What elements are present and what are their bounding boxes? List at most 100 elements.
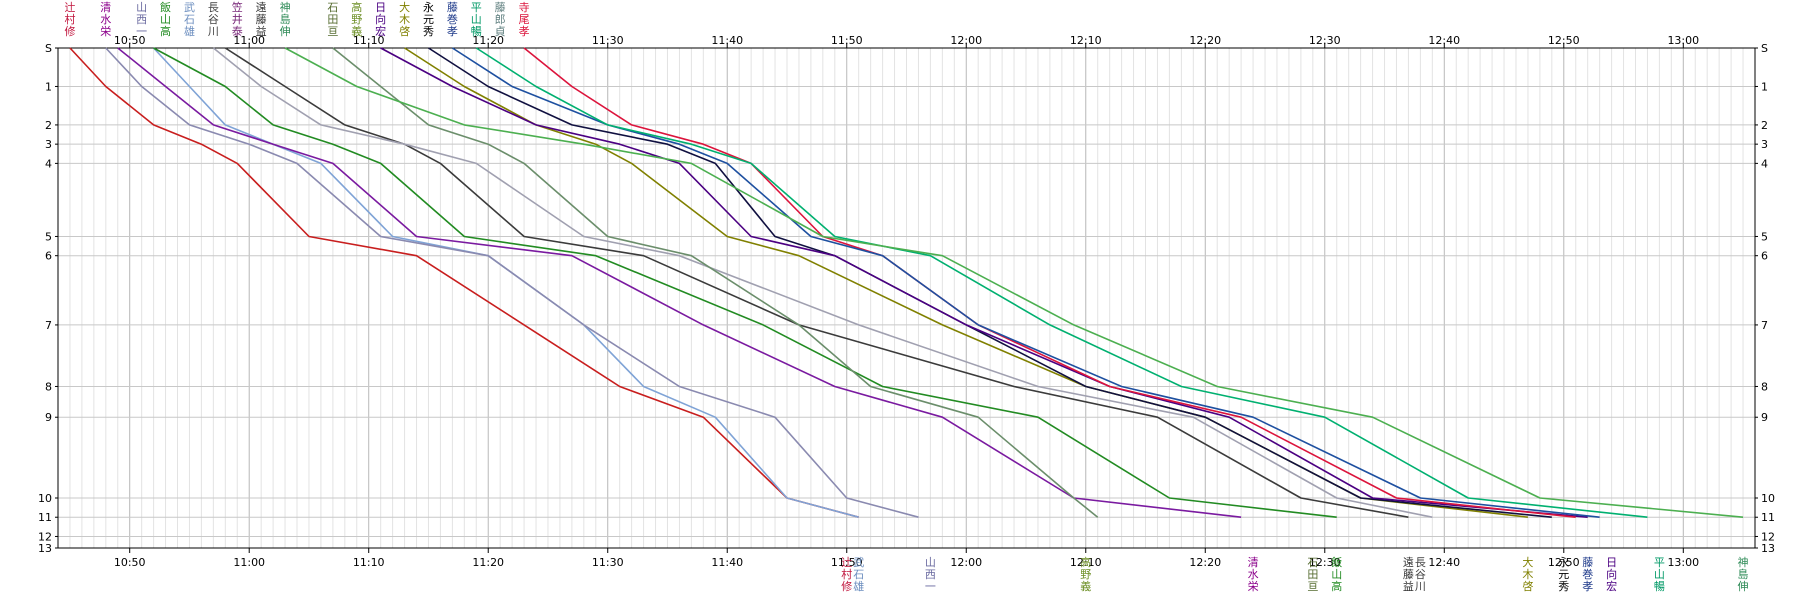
top-runner-label-char: 修 bbox=[64, 24, 75, 38]
top-runner-label-char: 郎 bbox=[495, 12, 506, 26]
x-tick-label-bottom: 12:00 bbox=[950, 556, 982, 569]
top-runner-label-char: 巻 bbox=[447, 13, 458, 26]
y-tick-label-right: S bbox=[1761, 42, 1768, 55]
top-runner-label-char: 栄 bbox=[100, 24, 111, 38]
top-runner-label-char: 藤 bbox=[495, 1, 506, 14]
runner-labels: 辻村修清水栄山西一飯山高武石雄長谷川笠井泰遠藤益神島伸石田亘高野義日向宏大木啓永… bbox=[64, 0, 1748, 593]
x-tick-label-top: 11:40 bbox=[711, 34, 743, 47]
bottom-runner-label-char: 水 bbox=[1248, 568, 1259, 581]
bottom-runner-label-char: 平 bbox=[1654, 556, 1665, 569]
y-tick-label-right: 3 bbox=[1761, 138, 1768, 151]
top-runner-label: 永元秀 bbox=[423, 0, 434, 38]
top-runner-label: 長谷川 bbox=[208, 1, 219, 38]
top-runner-label: 辻村修 bbox=[64, 0, 75, 38]
top-runner-label-char: 義 bbox=[351, 24, 362, 38]
y-tick-label-left: 2 bbox=[45, 119, 52, 132]
bottom-runner-label: 石田亘 bbox=[1307, 556, 1318, 593]
x-tick-label-top: 11:10 bbox=[353, 34, 385, 47]
x-tick-label-top: 12:40 bbox=[1428, 34, 1460, 47]
top-runner-label: 遠藤益 bbox=[256, 1, 267, 38]
bottom-runner-label: 長谷川 bbox=[1415, 556, 1426, 593]
series-line-4 bbox=[153, 47, 1337, 518]
bottom-runner-label: 藤巻孝 bbox=[1582, 556, 1593, 593]
top-runner-label-char: 平 bbox=[471, 1, 482, 14]
series-line-11 bbox=[523, 47, 1576, 518]
x-tick-label-top: 10:50 bbox=[114, 34, 146, 47]
y-tick-label-left: 6 bbox=[45, 250, 52, 263]
top-runner-label-char: 島 bbox=[280, 12, 291, 26]
bottom-runner-label-char: 雄 bbox=[853, 579, 864, 593]
bottom-runner-label: 辻村修 bbox=[841, 555, 852, 593]
x-tick-label-top: 12:30 bbox=[1309, 34, 1341, 47]
top-runner-label-char: 井 bbox=[232, 12, 243, 26]
bottom-runner-label-char: 武 bbox=[853, 556, 864, 569]
top-runner-label: 石田亘 bbox=[327, 1, 338, 38]
top-runner-label-char: 暢 bbox=[471, 25, 482, 38]
x-tick-label-top: 12:50 bbox=[1548, 34, 1580, 47]
top-runner-label-char: 木 bbox=[399, 13, 410, 26]
top-runner-label: 大木啓 bbox=[399, 0, 410, 38]
y-tick-label-right: 1 bbox=[1761, 80, 1768, 93]
top-runner-label-char: 藤 bbox=[447, 1, 458, 14]
bottom-runner-label-char: 孝 bbox=[1582, 580, 1593, 593]
top-runner-label-char: 谷 bbox=[208, 13, 219, 26]
series-line-9 bbox=[428, 47, 1552, 518]
top-runner-label-char: 清 bbox=[100, 1, 111, 14]
series-line-2 bbox=[105, 47, 919, 518]
top-runner-label-char: 孝 bbox=[447, 25, 458, 38]
x-tick-label-bottom: 11:40 bbox=[711, 556, 743, 569]
grid bbox=[57, 47, 1756, 549]
bottom-runner-label-char: 暢 bbox=[1654, 580, 1665, 593]
top-runner-label: 高野義 bbox=[351, 0, 362, 38]
series-line-14 bbox=[284, 47, 1744, 518]
bottom-runner-label-char: 山 bbox=[1654, 568, 1665, 581]
bottom-runner-label-char: 山 bbox=[1331, 568, 1342, 581]
bottom-runner-label-char: 宏 bbox=[1606, 579, 1617, 593]
top-runner-label-char: 啓 bbox=[399, 24, 410, 38]
bottom-runner-label: 武石雄 bbox=[853, 556, 864, 593]
y-tick-label-left: S bbox=[45, 42, 52, 55]
bottom-runner-label: 山西一 bbox=[925, 556, 936, 593]
x-tick-label-bottom: 12:30 bbox=[1309, 556, 1341, 569]
top-runner-label-char: 山 bbox=[136, 1, 147, 14]
bottom-runner-label-char: 山 bbox=[925, 556, 936, 569]
x-tick-label-top: 13:00 bbox=[1667, 34, 1699, 47]
top-runner-label-char: 宏 bbox=[375, 24, 386, 38]
bottom-runner-label: 遠藤益 bbox=[1403, 556, 1414, 593]
top-runner-label: 飯山高 bbox=[160, 0, 171, 38]
bottom-runner-label-char: 西 bbox=[925, 568, 936, 581]
top-runner-label-char: 野 bbox=[351, 13, 362, 26]
y-tick-label-right: 10 bbox=[1761, 492, 1775, 505]
bottom-runner-label-char: 神 bbox=[1738, 555, 1749, 569]
y-tick-label-left: 7 bbox=[45, 319, 52, 332]
x-tick-label-top: 12:20 bbox=[1189, 34, 1221, 47]
x-tick-label-bottom: 10:50 bbox=[114, 556, 146, 569]
top-runner-label-char: 孝 bbox=[519, 25, 530, 38]
y-tick-label-left: 8 bbox=[45, 380, 52, 393]
bottom-runner-label-char: 啓 bbox=[1522, 579, 1533, 593]
x-tick-label-top: 11:50 bbox=[831, 34, 863, 47]
top-runner-label: 藤郎貞 bbox=[495, 1, 506, 38]
bottom-runner-label-char: 一 bbox=[925, 580, 936, 593]
plot-frame bbox=[57, 47, 1756, 549]
axis-ticks: 10:50 10:50 11:00 11:00 11:10 11:10 11:20 11:20… bbox=[38, 34, 1775, 569]
top-runner-label-char: 泰 bbox=[232, 24, 243, 38]
series-line-3 bbox=[117, 47, 1242, 518]
bottom-runner-label-char: 川 bbox=[1415, 580, 1426, 593]
bottom-runner-label-char: 島 bbox=[1738, 567, 1749, 581]
series-line-10 bbox=[380, 47, 1588, 518]
top-runner-label-char: 日 bbox=[375, 1, 386, 14]
bottom-runner-label-char: 清 bbox=[1248, 556, 1259, 569]
x-tick-label-bottom: 11:20 bbox=[472, 556, 504, 569]
bottom-runner-label-char: 修 bbox=[841, 579, 852, 593]
top-runner-label-char: 山 bbox=[471, 13, 482, 26]
top-runner-label-char: 永 bbox=[423, 0, 434, 14]
bottom-runner-label-char: 高 bbox=[1331, 579, 1342, 593]
bottom-runner-label-char: 田 bbox=[1307, 568, 1318, 581]
bottom-runner-label: 清水栄 bbox=[1248, 556, 1259, 593]
top-runner-label: 日向宏 bbox=[375, 1, 386, 38]
series-line-0 bbox=[69, 47, 859, 518]
top-runner-label-char: 長 bbox=[208, 1, 219, 14]
y-tick-label-left: 4 bbox=[45, 157, 52, 170]
x-tick-label-top: 11:30 bbox=[592, 34, 624, 47]
